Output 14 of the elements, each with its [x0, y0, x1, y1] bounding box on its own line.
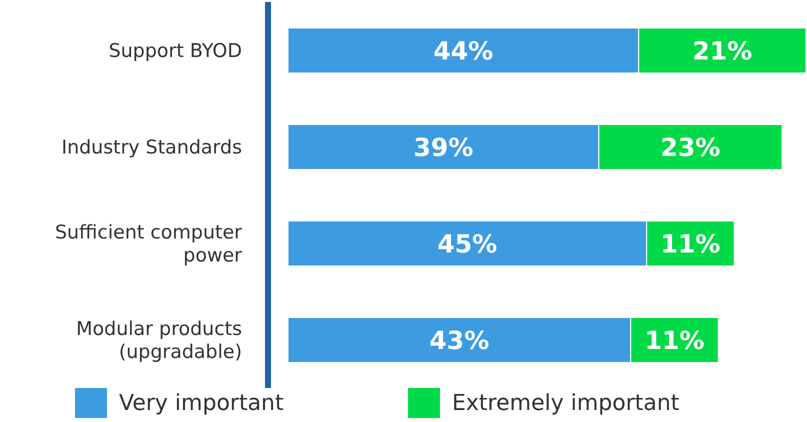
data-label: 44%	[433, 36, 494, 66]
y-tick-label: Modular products (upgradable)	[76, 318, 242, 363]
y-tick-label: Industry Standards	[61, 136, 242, 158]
data-label: 21%	[692, 36, 752, 66]
legend-label: Extremely important	[452, 390, 680, 416]
y-tick-label: Support BYOD	[108, 40, 242, 62]
data-label: 11%	[660, 229, 720, 258]
legend-label: Very important	[119, 390, 284, 416]
y-tick-label: Sufficient computer power	[54, 221, 242, 266]
data-label: 45%	[437, 229, 498, 258]
data-label: 11%	[644, 326, 704, 355]
data-label: 43%	[429, 326, 490, 355]
data-label: 23%	[660, 132, 720, 162]
data-label: 39%	[413, 132, 474, 162]
